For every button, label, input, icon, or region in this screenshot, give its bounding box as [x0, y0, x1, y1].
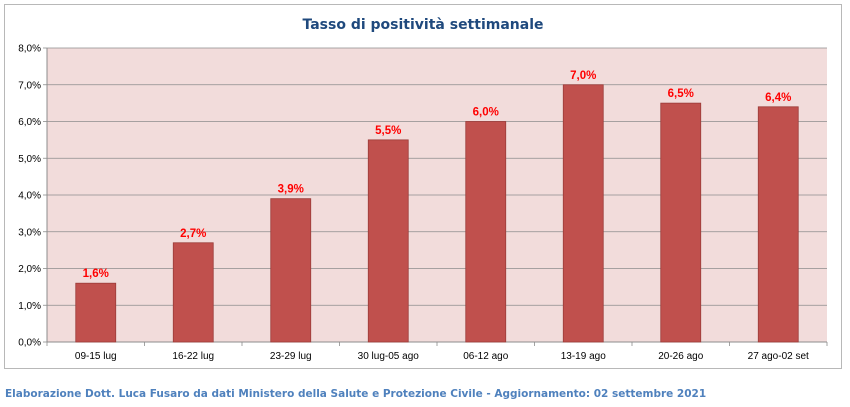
x-tick-label: 09-15 lug — [75, 351, 117, 362]
data-label: 6,4% — [765, 92, 791, 104]
y-tick-label: 7,0% — [18, 80, 41, 91]
bar — [465, 121, 507, 343]
y-tick-label: 1,0% — [18, 301, 41, 312]
data-label: 5,5% — [375, 125, 401, 137]
y-tick-label: 2,0% — [18, 264, 41, 275]
x-tick-label: 16-22 lug — [172, 351, 214, 362]
footer-credit: Elaborazione Dott. Luca Fusaro da dati M… — [5, 388, 707, 400]
y-tick-label: 0,0% — [18, 338, 41, 349]
bar — [270, 198, 312, 343]
bar — [367, 139, 409, 343]
data-label: 7,0% — [570, 70, 596, 82]
data-label: 3,9% — [278, 184, 304, 196]
data-label: 6,0% — [473, 107, 499, 119]
bar — [757, 106, 799, 343]
bar — [172, 242, 214, 343]
x-tick-label: 23-29 lug — [270, 351, 312, 362]
x-tick-label: 27 ago-02 set — [748, 351, 809, 362]
y-tick-label: 8,0% — [18, 44, 41, 55]
data-label: 1,6% — [83, 268, 109, 280]
y-tick-label: 4,0% — [18, 191, 41, 202]
chart-title: Tasso di positività settimanale — [302, 17, 544, 33]
y-tick-label: 5,0% — [18, 154, 41, 165]
bar — [75, 282, 117, 343]
data-label: 6,5% — [668, 88, 694, 100]
x-tick-label: 13-19 ago — [561, 351, 606, 362]
x-tick-label: 30 lug-05 ago — [358, 351, 420, 362]
x-tick-label: 20-26 ago — [658, 351, 703, 362]
bar — [562, 84, 604, 343]
bar-chart: 0,0% 1,0% 2,0% 3,0% 4,0% 5,0% 6,0% 7,0% 8,0% 1,6%… — [18, 44, 828, 362]
y-tick-label: 6,0% — [18, 117, 41, 128]
y-tick-label: 3,0% — [18, 227, 41, 238]
chart-frame: Tasso di positività settimanale 0,0% 1,0%… — [4, 4, 842, 369]
bar — [660, 102, 702, 343]
x-tick-label: 06-12 ago — [463, 351, 508, 362]
data-label: 2,7% — [180, 228, 206, 240]
